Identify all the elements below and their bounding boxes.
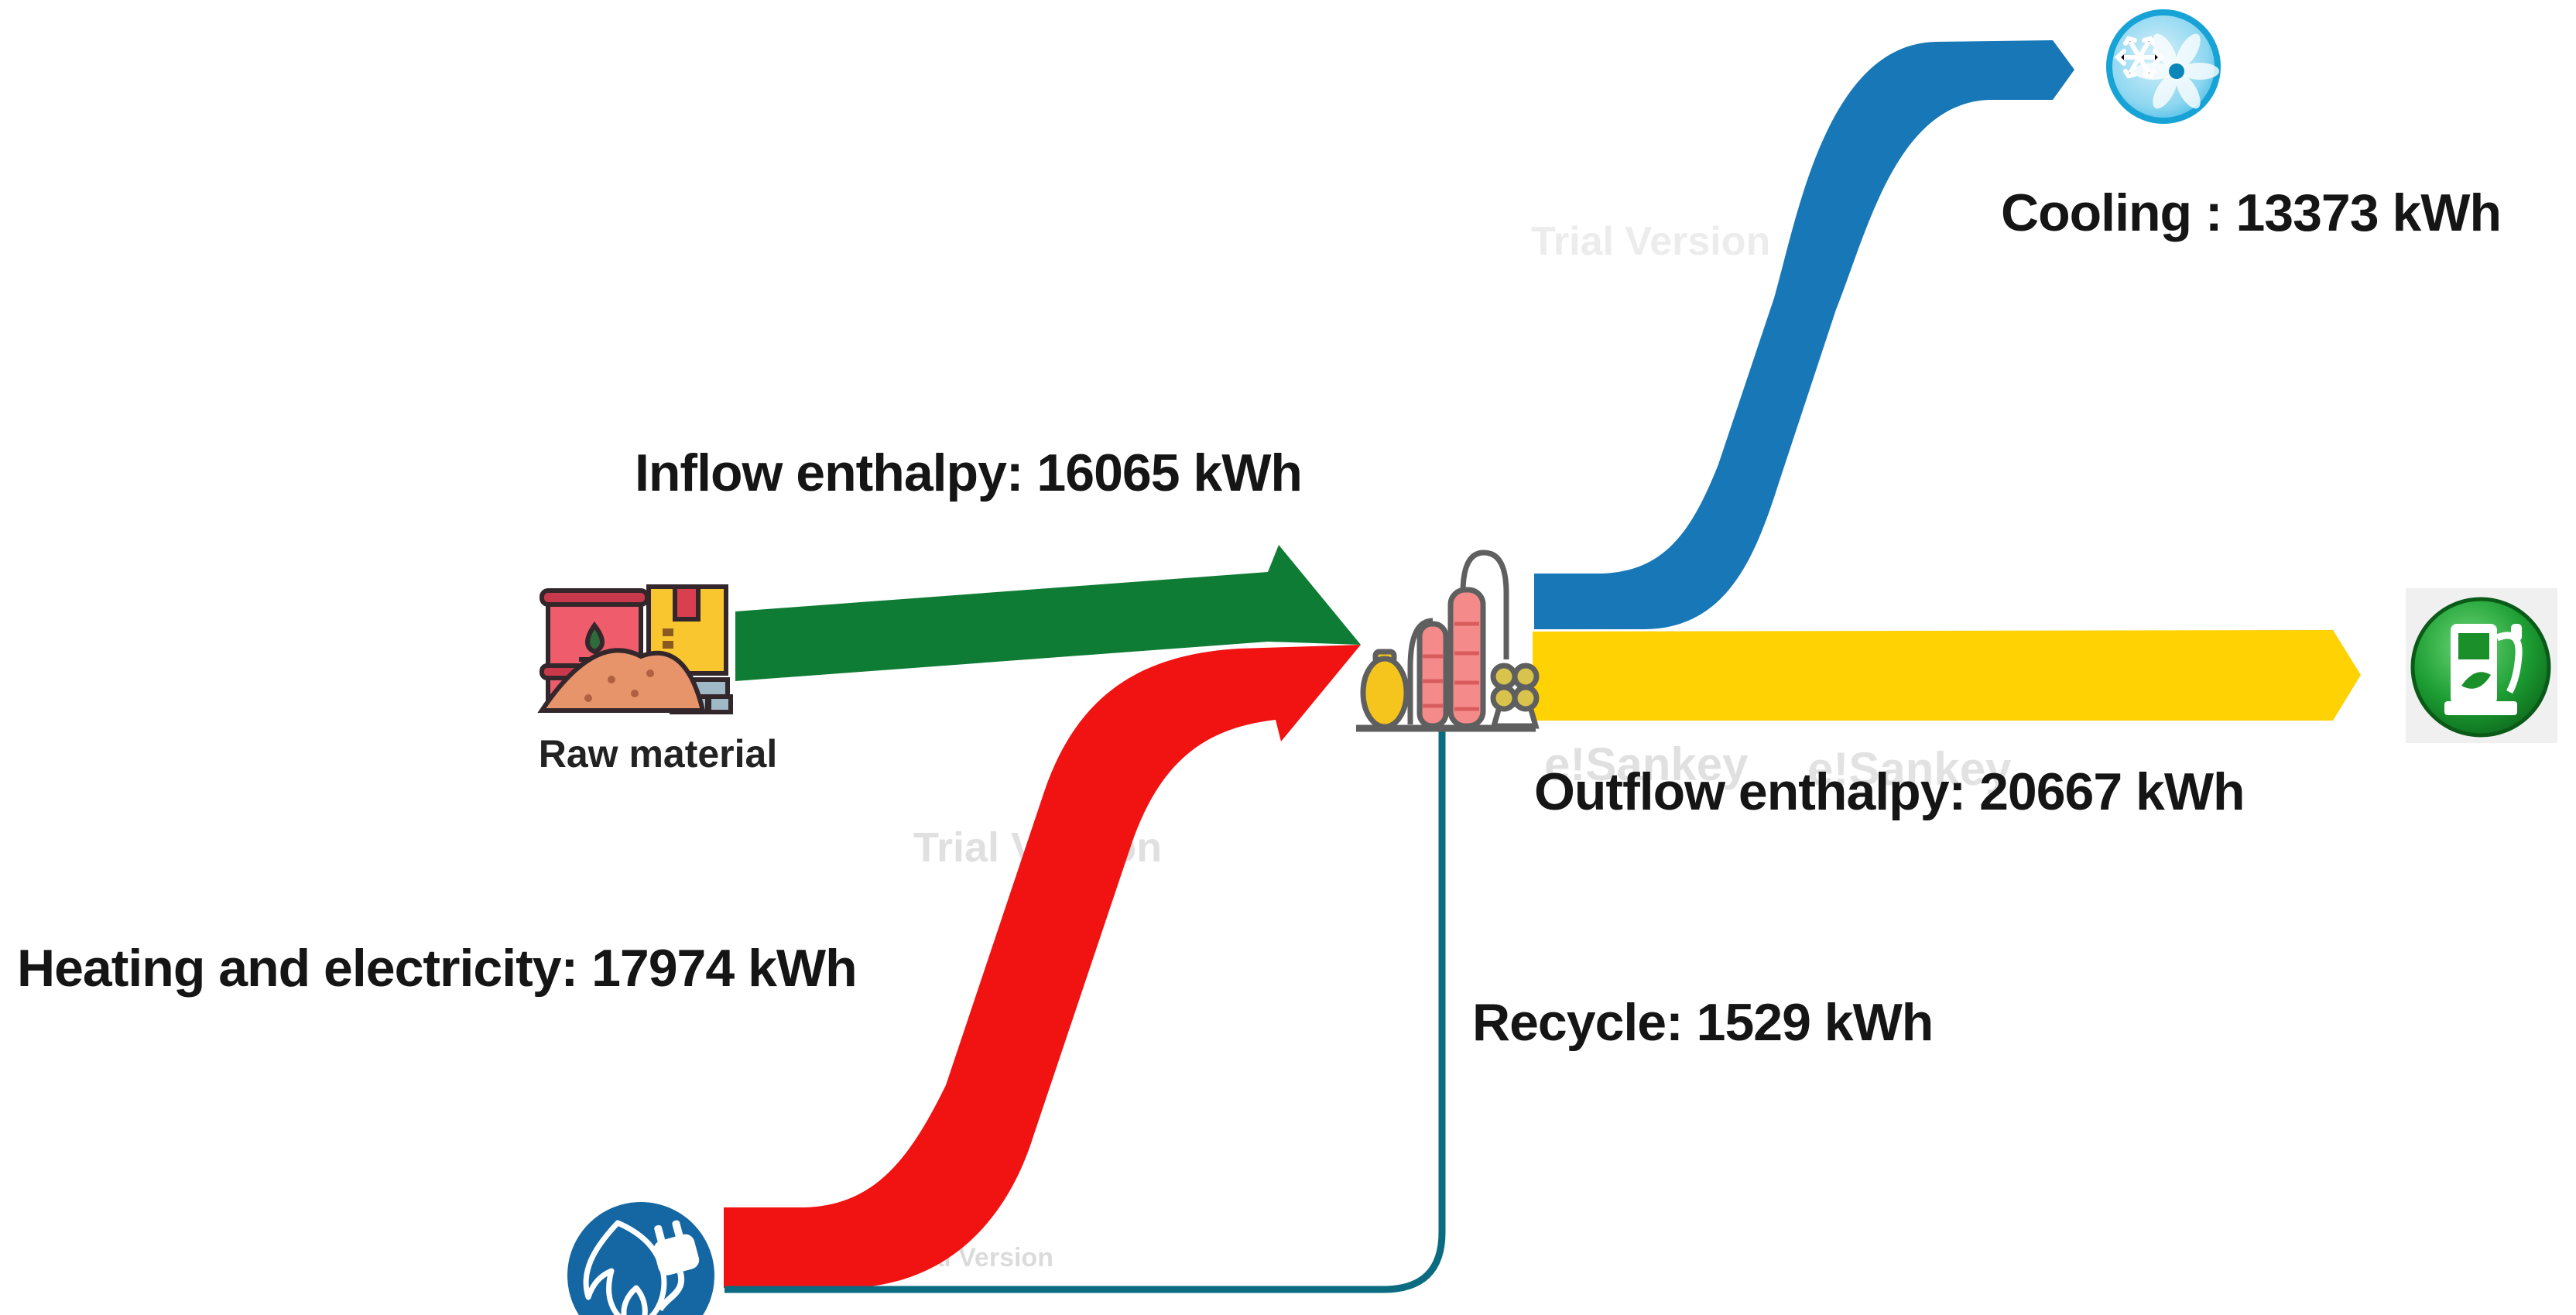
raw-material-label: Raw material xyxy=(538,732,778,776)
recycle-label: Recycle: 1529 kWh xyxy=(1472,993,1934,1052)
watermark-esankey: e!Sankey xyxy=(1544,738,1749,790)
chemical-plant-icon xyxy=(1356,550,1540,732)
flow-inflow-enthalpy xyxy=(735,545,1361,681)
outflow-enthalpy-label: Outflow enthalpy: 20667 kWh xyxy=(1534,762,2245,821)
flow-recycle xyxy=(724,731,1446,1293)
fuel-pump-icon xyxy=(2406,588,2557,743)
watermark-esankey: e!Sankey xyxy=(1807,743,2012,795)
flow-outflow-enthalpy xyxy=(1533,630,2361,721)
watermark-trial-version: Trial Version xyxy=(1531,219,1771,264)
cooling-label: Cooling : 13373 kWh xyxy=(2001,183,2502,242)
raw-material-icon xyxy=(537,584,733,714)
flow-heating-electricity xyxy=(724,645,1361,1288)
flow-cooling xyxy=(1534,40,2074,629)
snowflake-fan-icon xyxy=(2106,9,2221,124)
flame-and-plug-icon xyxy=(567,1202,714,1315)
heating-electricity-label: Heating and electricity: 17974 kWh xyxy=(17,939,858,998)
inflow-enthalpy-label: Inflow enthalpy: 16065 kWh xyxy=(635,443,1303,502)
